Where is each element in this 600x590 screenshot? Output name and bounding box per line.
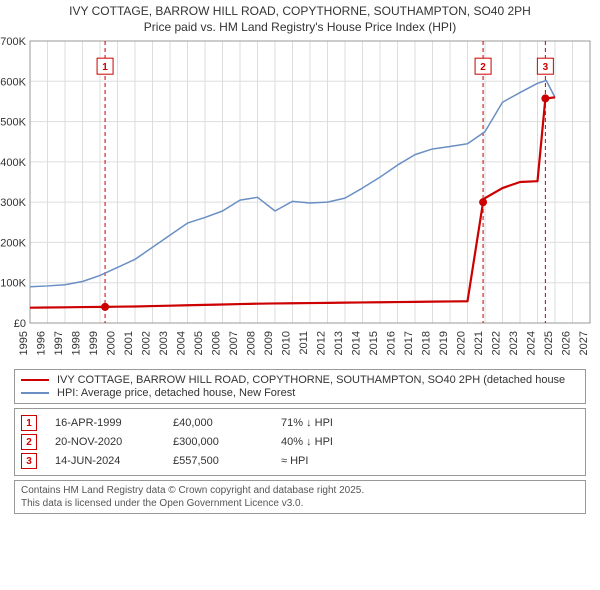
- chart-title: IVY COTTAGE, BARROW HILL ROAD, COPYTHORN…: [0, 0, 600, 35]
- sale-marker: 2: [21, 434, 37, 450]
- svg-text:£700K: £700K: [0, 36, 27, 48]
- price-chart: £0 £100K £200K £300K £400K £500K £600K £700K 199…: [0, 35, 600, 365]
- sale-delta: 40% ↓ HPI: [281, 436, 333, 448]
- svg-text:2019: 2019: [438, 331, 450, 355]
- svg-text:1997: 1997: [53, 331, 65, 355]
- svg-text:2010: 2010: [281, 331, 293, 355]
- sale-delta: 71% ↓ HPI: [281, 417, 333, 429]
- sale-date: 16-APR-1999: [55, 417, 155, 429]
- chart-area: £0 £100K £200K £300K £400K £500K £600K £700K 199…: [0, 35, 600, 365]
- svg-text:2011: 2011: [298, 331, 310, 355]
- svg-text:£600K: £600K: [0, 76, 27, 88]
- svg-text:2013: 2013: [333, 331, 345, 355]
- attribution: Contains HM Land Registry data © Crown c…: [14, 480, 586, 514]
- svg-text:2006: 2006: [211, 331, 223, 355]
- legend-label: HPI: Average price, detached house, New …: [57, 387, 295, 399]
- sale-delta: ≈ HPI: [281, 455, 308, 467]
- sales-table: 1 16-APR-1999 £40,000 71% ↓ HPI 2 20-NOV-2020…: [14, 408, 586, 476]
- legend-label: IVY COTTAGE, BARROW HILL ROAD, COPYTHORN…: [57, 374, 565, 386]
- svg-text:2023: 2023: [508, 331, 520, 355]
- legend-item: HPI: Average price, detached house, New …: [21, 387, 579, 399]
- svg-text:2024: 2024: [526, 331, 538, 355]
- svg-text:2009: 2009: [263, 331, 275, 355]
- svg-text:2007: 2007: [228, 331, 240, 355]
- legend-swatch: [21, 392, 49, 394]
- title-line1: IVY COTTAGE, BARROW HILL ROAD, COPYTHORN…: [0, 4, 600, 20]
- svg-text:1996: 1996: [36, 331, 48, 355]
- svg-text:£300K: £300K: [0, 197, 27, 209]
- svg-text:2027: 2027: [578, 331, 590, 355]
- sale-marker: 1: [21, 415, 37, 431]
- footer-line2: This data is licensed under the Open Gov…: [21, 497, 579, 510]
- sale-price: £300,000: [173, 436, 263, 448]
- svg-text:2014: 2014: [351, 331, 363, 355]
- svg-text:2025: 2025: [543, 331, 555, 355]
- legend-item: IVY COTTAGE, BARROW HILL ROAD, COPYTHORN…: [21, 374, 579, 386]
- svg-text:2026: 2026: [561, 331, 573, 355]
- svg-text:2: 2: [480, 62, 486, 73]
- svg-text:1999: 1999: [88, 331, 100, 355]
- legend-swatch: [21, 379, 49, 381]
- svg-text:2017: 2017: [403, 331, 415, 355]
- svg-text:£400K: £400K: [0, 157, 27, 169]
- svg-text:2002: 2002: [141, 331, 153, 355]
- sale-row: 1 16-APR-1999 £40,000 71% ↓ HPI: [21, 415, 579, 431]
- sale-marker: 3: [21, 453, 37, 469]
- sale-price: £557,500: [173, 455, 263, 467]
- sale-row: 3 14-JUN-2024 £557,500 ≈ HPI: [21, 453, 579, 469]
- sale-price: £40,000: [173, 417, 263, 429]
- svg-text:2003: 2003: [158, 331, 170, 355]
- svg-text:2018: 2018: [421, 331, 433, 355]
- footer-line1: Contains HM Land Registry data © Crown c…: [21, 484, 579, 497]
- svg-text:2001: 2001: [123, 331, 135, 355]
- svg-text:2012: 2012: [316, 331, 328, 355]
- sale-row: 2 20-NOV-2020 £300,000 40% ↓ HPI: [21, 434, 579, 450]
- title-line2: Price paid vs. HM Land Registry's House …: [0, 20, 600, 36]
- svg-text:2021: 2021: [473, 331, 485, 355]
- svg-text:1998: 1998: [71, 331, 83, 355]
- svg-text:1995: 1995: [18, 331, 30, 355]
- svg-text:£0: £0: [14, 318, 26, 330]
- svg-text:£500K: £500K: [0, 117, 27, 129]
- svg-text:2016: 2016: [386, 331, 398, 355]
- legend: IVY COTTAGE, BARROW HILL ROAD, COPYTHORN…: [14, 369, 586, 404]
- svg-text:£200K: £200K: [0, 238, 27, 250]
- svg-text:2020: 2020: [456, 331, 468, 355]
- sale-date: 14-JUN-2024: [55, 455, 155, 467]
- svg-text:2000: 2000: [106, 331, 118, 355]
- svg-text:2005: 2005: [193, 331, 205, 355]
- svg-text:2022: 2022: [491, 331, 503, 355]
- sale-date: 20-NOV-2020: [55, 436, 155, 448]
- svg-text:1: 1: [102, 62, 108, 73]
- svg-text:£100K: £100K: [0, 278, 27, 290]
- svg-text:2004: 2004: [176, 331, 188, 355]
- svg-text:3: 3: [543, 62, 549, 73]
- svg-text:2008: 2008: [246, 331, 258, 355]
- svg-text:2015: 2015: [368, 331, 380, 355]
